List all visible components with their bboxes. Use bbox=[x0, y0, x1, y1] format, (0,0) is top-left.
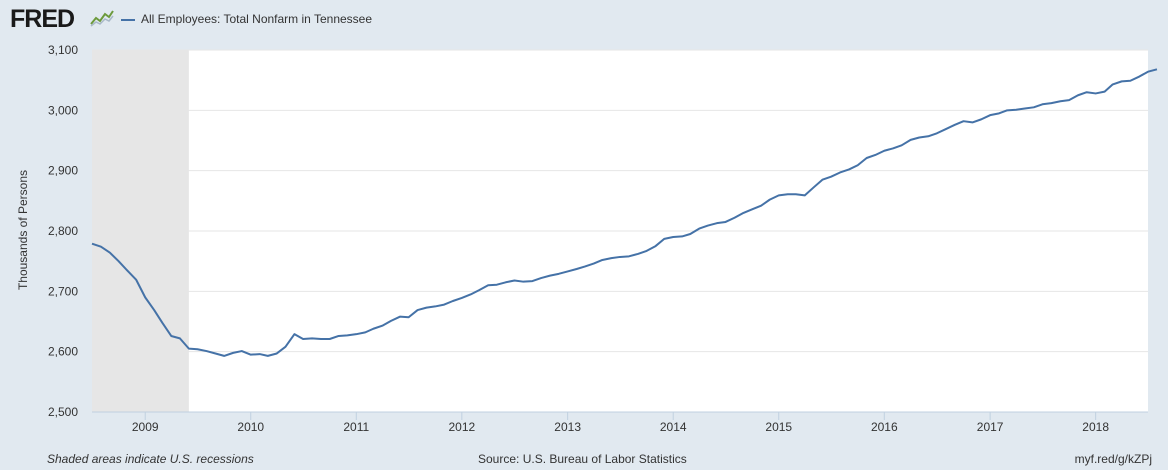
series-group bbox=[91, 68, 1158, 357]
y-tick-label: 2,600 bbox=[48, 345, 78, 359]
y-tick-label: 2,900 bbox=[48, 164, 78, 178]
x-tick-label: 2018 bbox=[1082, 420, 1109, 434]
y-tick-label: 3,100 bbox=[48, 43, 78, 57]
recession-note: Shaded areas indicate U.S. recessions bbox=[47, 452, 254, 466]
legend-label: All Employees: Total Nonfarm in Tennesse… bbox=[141, 12, 373, 26]
x-tick-label: 2012 bbox=[448, 420, 475, 434]
x-tick-label: 2016 bbox=[871, 420, 898, 434]
chart-header: FRED All Employees: Total Nonfarm in Ten… bbox=[0, 0, 1168, 40]
x-tick-label: 2017 bbox=[977, 420, 1004, 434]
x-tick-label: 2013 bbox=[554, 420, 581, 434]
y-axis-ticks: 2,500 2,600 2,700 2,800 2,900 3,000 3,100 bbox=[48, 43, 78, 419]
x-tick-label: 2009 bbox=[132, 420, 159, 434]
source-note[interactable]: Source: U.S. Bureau of Labor Statistics bbox=[478, 452, 687, 466]
legend-swatch bbox=[121, 19, 135, 21]
x-tick-label: 2015 bbox=[765, 420, 792, 434]
short-url[interactable]: myf.red/g/kZPj bbox=[1074, 452, 1152, 466]
y-tick-label: 2,700 bbox=[48, 284, 78, 298]
series-line[interactable] bbox=[91, 68, 1158, 357]
x-tick-label: 2014 bbox=[660, 420, 687, 434]
line-chart-icon bbox=[90, 9, 114, 27]
x-axis-ticks: 2009 2010 2011 2012 2013 2014 2015 2016 2017 2018 bbox=[92, 411, 1148, 434]
y-tick-label: 2,500 bbox=[48, 405, 78, 419]
y-tick-label: 3,000 bbox=[48, 103, 78, 117]
x-tick-label: 2010 bbox=[237, 420, 264, 434]
x-tick-label: 2011 bbox=[343, 420, 369, 434]
y-tick-label: 2,800 bbox=[48, 224, 78, 238]
fred-logo[interactable]: FRED bbox=[10, 5, 75, 33]
